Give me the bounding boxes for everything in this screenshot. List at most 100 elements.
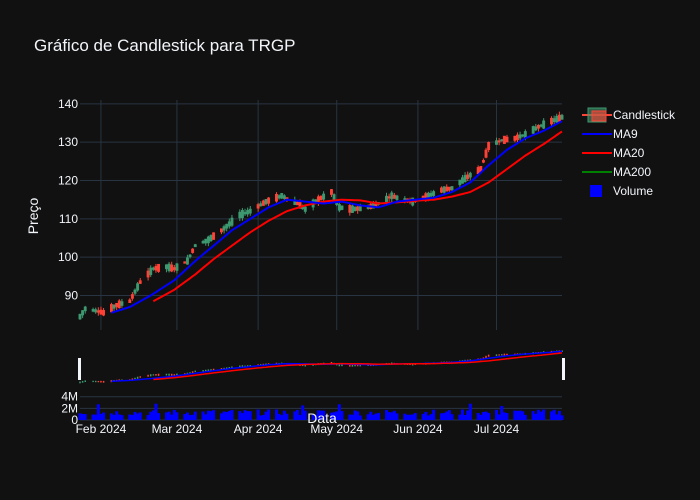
- candle-body: [94, 309, 98, 313]
- volume-bar: [191, 414, 195, 420]
- volume-bar: [463, 415, 467, 420]
- candle-body: [461, 177, 464, 184]
- candle-body: [243, 211, 247, 215]
- volume-bar: [146, 415, 150, 420]
- volume-bar: [175, 412, 179, 420]
- candle-body: [222, 226, 226, 231]
- volume-bar: [282, 410, 286, 420]
- candle-body: [230, 217, 234, 226]
- candle-body: [518, 134, 522, 139]
- volume-bar: [157, 413, 161, 420]
- volume-bar: [209, 411, 213, 420]
- legend-item[interactable]: Volume: [590, 184, 653, 198]
- volume-bar: [99, 413, 103, 420]
- volume-bar: [188, 415, 192, 420]
- volume-bar: [447, 410, 451, 420]
- x-axis-label: Data: [307, 410, 337, 426]
- legend-item[interactable]: Candlestick: [582, 107, 676, 123]
- volume-bar: [267, 409, 271, 420]
- range-slider-right-handle[interactable]: [562, 358, 565, 380]
- volume-bar: [366, 414, 370, 420]
- candle-body: [133, 289, 137, 294]
- candle-body: [387, 196, 391, 199]
- x-ticks: Feb 2024 Mar 2024 Apr 2024 May 2024 Jun 2024…: [76, 422, 520, 436]
- volume-bar: [193, 411, 197, 420]
- candle-body: [227, 221, 231, 227]
- volume-bar: [481, 411, 485, 420]
- legend-label: MA9: [613, 127, 638, 141]
- candle-body: [502, 135, 506, 144]
- candle-body: [353, 206, 357, 212]
- volume-bar: [293, 411, 297, 420]
- volume-bar: [550, 411, 554, 420]
- candle-body: [476, 167, 480, 174]
- candle-body: [112, 304, 116, 309]
- legend-item[interactable]: MA9: [582, 127, 638, 141]
- volume-bar: [421, 413, 425, 420]
- candle-body: [164, 264, 168, 270]
- volume-bar: [466, 410, 470, 420]
- candle-body: [534, 126, 538, 131]
- volume-bar: [340, 411, 344, 420]
- candle-body: [466, 174, 470, 179]
- candle-body: [246, 209, 250, 215]
- volume-bar: [285, 413, 289, 420]
- volume-bar: [542, 409, 546, 420]
- volume-bar: [555, 414, 559, 420]
- candle-body: [259, 203, 263, 207]
- price-grid: [80, 100, 562, 330]
- legend[interactable]: Candlestick MA9 MA20 MA200 Volume: [582, 107, 676, 198]
- volume-bar: [476, 412, 480, 420]
- volume-bar: [240, 413, 244, 420]
- candle-body: [78, 313, 82, 320]
- candle-body: [350, 205, 354, 213]
- candle-body: [81, 310, 85, 316]
- legend-item[interactable]: MA200: [582, 165, 651, 179]
- legend-box-icon: [590, 185, 602, 197]
- legend-item[interactable]: MA20: [582, 146, 645, 160]
- candle-body: [523, 131, 527, 138]
- candle-body: [552, 118, 556, 123]
- candle-body: [395, 195, 399, 200]
- volume-bar: [405, 414, 409, 420]
- candle-body: [542, 120, 546, 129]
- candle-body: [303, 206, 307, 212]
- x-tick-label: Jun 2024: [393, 422, 443, 436]
- volume-bar: [534, 413, 538, 420]
- ma20-line[interactable]: [152, 130, 563, 303]
- candle-body: [99, 309, 103, 315]
- volume-bar: [259, 415, 263, 420]
- volume-bar: [138, 412, 142, 420]
- volume-bar: [505, 412, 509, 420]
- volume-tick-label: 2M: [61, 401, 78, 415]
- candle-body: [385, 195, 388, 202]
- candle-body: [188, 254, 192, 258]
- candle-body: [429, 192, 433, 197]
- volume-bar: [539, 411, 543, 420]
- candle-body: [172, 267, 176, 271]
- candle-body: [337, 204, 341, 211]
- volume-bar: [149, 411, 153, 420]
- volume-bar: [387, 412, 391, 420]
- price-tick-label: 110: [59, 212, 78, 226]
- range-slider[interactable]: [78, 342, 565, 386]
- volume-series[interactable]: [78, 403, 564, 420]
- price-tick-label: 90: [65, 289, 79, 303]
- volume-bar: [557, 410, 561, 420]
- ma9-line[interactable]: [111, 120, 563, 314]
- candle-body: [295, 201, 299, 206]
- volume-bar: [552, 409, 556, 420]
- candle-body: [392, 194, 396, 199]
- range-slider-left-handle[interactable]: [78, 358, 81, 380]
- candle-body: [330, 189, 333, 195]
- volume-bar: [429, 414, 433, 420]
- volume-bar: [377, 412, 381, 420]
- volume-bar: [521, 411, 525, 420]
- candle-body: [484, 149, 488, 158]
- volume-bar: [94, 414, 98, 420]
- volume-bar: [348, 414, 352, 420]
- candle-body: [468, 172, 472, 178]
- y-axis-label: Preço: [25, 198, 41, 235]
- candle-body: [115, 302, 119, 308]
